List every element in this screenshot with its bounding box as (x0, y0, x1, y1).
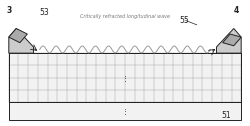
Text: ⋮: ⋮ (122, 108, 128, 114)
Polygon shape (9, 28, 34, 53)
Polygon shape (223, 34, 241, 46)
Text: 4: 4 (234, 6, 239, 14)
Text: Critically refracted longitudinal wave: Critically refracted longitudinal wave (80, 14, 170, 19)
Polygon shape (9, 28, 27, 43)
Text: 51: 51 (222, 111, 231, 120)
Text: 53: 53 (40, 8, 50, 17)
Polygon shape (216, 28, 241, 53)
Text: ⋮: ⋮ (122, 75, 128, 81)
Bar (9, 53, 241, 102)
Text: 3: 3 (6, 6, 12, 14)
Bar (9, 53, 241, 102)
Text: 55: 55 (180, 16, 189, 25)
Bar (9, 102, 241, 120)
